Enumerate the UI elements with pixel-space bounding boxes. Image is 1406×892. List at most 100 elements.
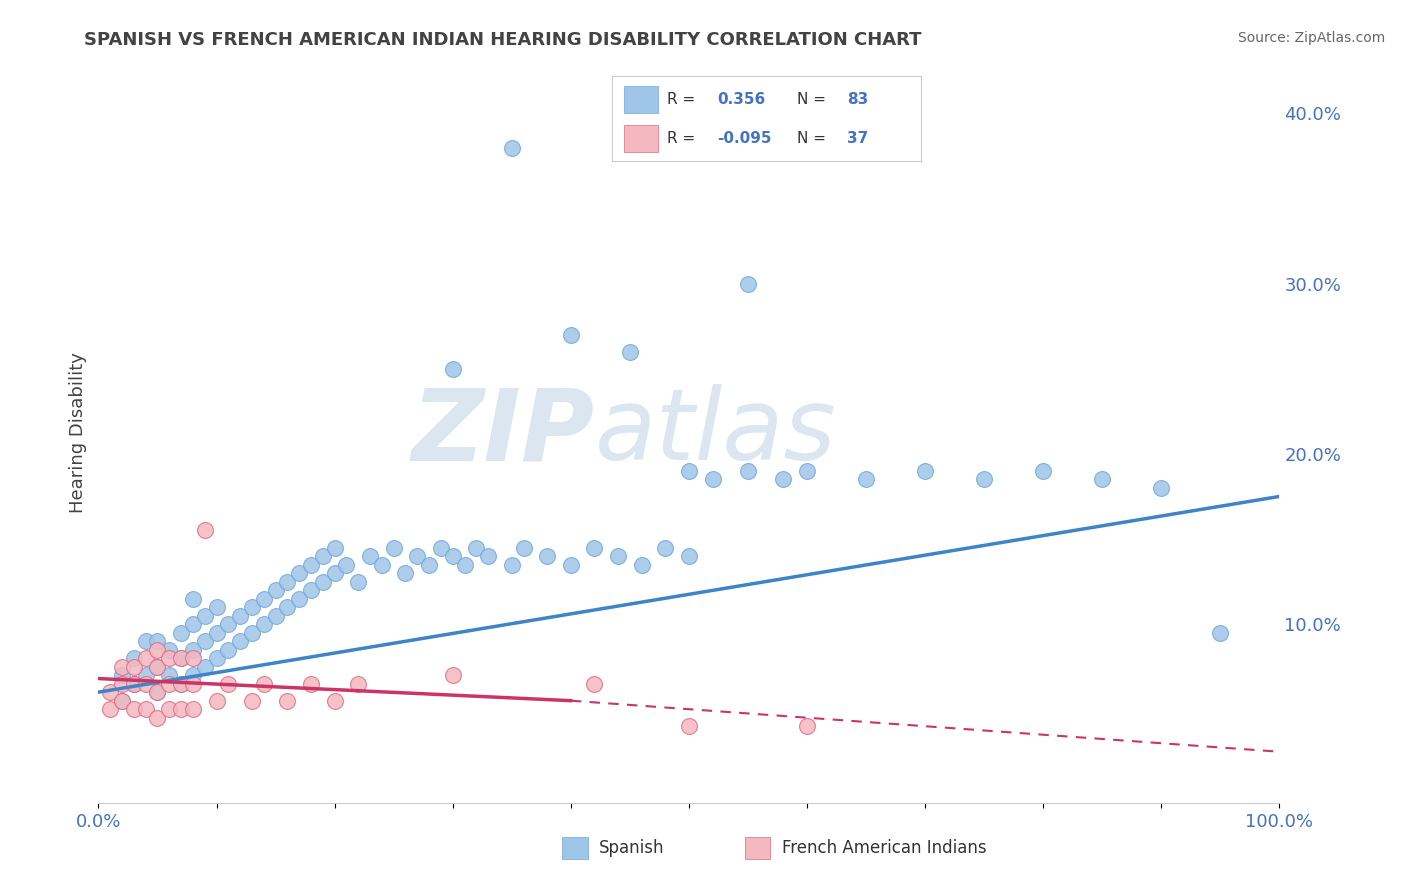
Point bbox=[335, 558, 357, 572]
Text: Spanish: Spanish bbox=[599, 839, 665, 857]
Text: French American Indians: French American Indians bbox=[782, 839, 987, 857]
Point bbox=[737, 277, 759, 291]
Point bbox=[1032, 464, 1054, 478]
Point bbox=[146, 642, 169, 657]
Point bbox=[607, 549, 630, 563]
Point bbox=[299, 582, 322, 597]
Text: Source: ZipAtlas.com: Source: ZipAtlas.com bbox=[1237, 31, 1385, 45]
Point bbox=[205, 625, 228, 640]
Point bbox=[217, 676, 239, 690]
Point bbox=[430, 541, 453, 555]
Point bbox=[181, 591, 204, 606]
Point bbox=[453, 558, 475, 572]
Point bbox=[170, 702, 193, 716]
Point bbox=[253, 676, 276, 690]
Point bbox=[146, 659, 169, 673]
Point bbox=[323, 566, 346, 580]
Point bbox=[855, 472, 877, 486]
Point bbox=[560, 327, 582, 342]
Point bbox=[122, 651, 145, 665]
Point bbox=[229, 634, 252, 648]
Point bbox=[1209, 625, 1232, 640]
Point bbox=[217, 642, 239, 657]
Point bbox=[288, 591, 311, 606]
Point bbox=[135, 676, 157, 690]
Point bbox=[170, 625, 193, 640]
Point bbox=[146, 634, 169, 648]
Point bbox=[501, 558, 523, 572]
Point bbox=[170, 676, 193, 690]
Point bbox=[111, 676, 134, 690]
Point bbox=[253, 591, 276, 606]
Point bbox=[678, 719, 700, 733]
Point bbox=[194, 634, 217, 648]
Point bbox=[135, 702, 157, 716]
Text: 37: 37 bbox=[846, 131, 868, 146]
Point bbox=[678, 549, 700, 563]
Point bbox=[170, 676, 193, 690]
Point bbox=[98, 702, 121, 716]
Point bbox=[702, 472, 724, 486]
Point bbox=[181, 702, 204, 716]
Point bbox=[441, 668, 464, 682]
Point bbox=[359, 549, 381, 563]
Point bbox=[181, 676, 204, 690]
Bar bbox=[624, 125, 658, 152]
Point bbox=[276, 574, 298, 589]
Point bbox=[347, 676, 370, 690]
Text: ZIP: ZIP bbox=[412, 384, 595, 481]
Point bbox=[205, 694, 228, 708]
Point bbox=[418, 558, 440, 572]
Point bbox=[240, 694, 263, 708]
Point bbox=[98, 685, 121, 699]
Text: R =: R = bbox=[668, 92, 696, 107]
Point bbox=[406, 549, 429, 563]
Point bbox=[181, 651, 204, 665]
Point bbox=[501, 140, 523, 154]
Point bbox=[465, 541, 488, 555]
Point bbox=[135, 668, 157, 682]
Point bbox=[170, 651, 193, 665]
Point bbox=[477, 549, 499, 563]
Point bbox=[146, 711, 169, 725]
Text: 83: 83 bbox=[846, 92, 868, 107]
Text: N =: N = bbox=[797, 92, 827, 107]
Point bbox=[630, 558, 652, 572]
Point bbox=[973, 472, 995, 486]
Text: R =: R = bbox=[668, 131, 696, 146]
Point bbox=[583, 676, 606, 690]
Point bbox=[157, 642, 180, 657]
Point bbox=[536, 549, 558, 563]
Point bbox=[347, 574, 370, 589]
Point bbox=[394, 566, 416, 580]
Point bbox=[253, 617, 276, 632]
Point bbox=[288, 566, 311, 580]
Point bbox=[312, 549, 335, 563]
Y-axis label: Hearing Disability: Hearing Disability bbox=[69, 352, 87, 513]
Point bbox=[135, 634, 157, 648]
Point bbox=[122, 702, 145, 716]
Point bbox=[678, 464, 700, 478]
Text: atlas: atlas bbox=[595, 384, 837, 481]
Point bbox=[382, 541, 405, 555]
Point bbox=[122, 659, 145, 673]
Point bbox=[205, 651, 228, 665]
Point bbox=[264, 582, 287, 597]
Point bbox=[217, 617, 239, 632]
Point bbox=[229, 608, 252, 623]
Point bbox=[654, 541, 676, 555]
Point bbox=[111, 659, 134, 673]
Text: -0.095: -0.095 bbox=[717, 131, 772, 146]
Point bbox=[371, 558, 394, 572]
Point bbox=[122, 676, 145, 690]
Point bbox=[583, 541, 606, 555]
Point bbox=[240, 600, 263, 615]
Point bbox=[181, 617, 204, 632]
Bar bbox=[624, 86, 658, 113]
Point bbox=[111, 694, 134, 708]
Point bbox=[276, 694, 298, 708]
Point bbox=[560, 558, 582, 572]
Point bbox=[146, 685, 169, 699]
Point bbox=[157, 676, 180, 690]
Point bbox=[276, 600, 298, 615]
